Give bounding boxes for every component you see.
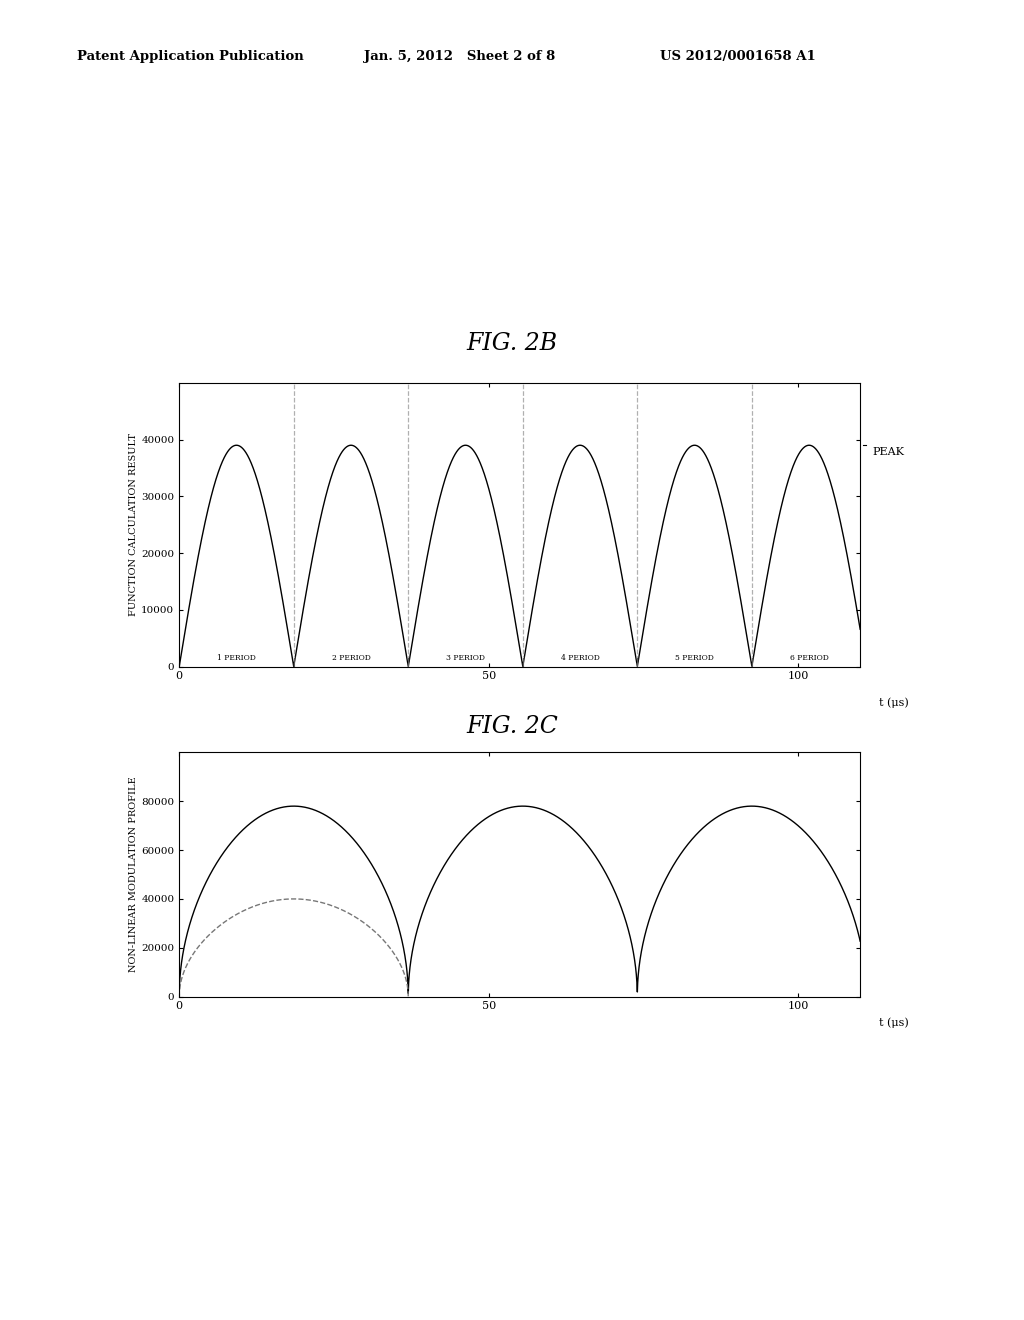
- Y-axis label: NON-LINEAR MODULATION PROFILE: NON-LINEAR MODULATION PROFILE: [129, 776, 138, 973]
- Text: 6 PERIOD: 6 PERIOD: [790, 653, 828, 663]
- Text: FIG. 2C: FIG. 2C: [466, 714, 558, 738]
- Text: US 2012/0001658 A1: US 2012/0001658 A1: [660, 50, 816, 63]
- Text: 1 PERIOD: 1 PERIOD: [217, 653, 256, 663]
- Text: PEAK: PEAK: [872, 447, 904, 457]
- Text: 3 PERIOD: 3 PERIOD: [446, 653, 485, 663]
- Y-axis label: FUNCTION CALCULATION RESULT: FUNCTION CALCULATION RESULT: [129, 433, 138, 616]
- Text: FIG. 2B: FIG. 2B: [467, 331, 557, 355]
- Text: Jan. 5, 2012   Sheet 2 of 8: Jan. 5, 2012 Sheet 2 of 8: [364, 50, 555, 63]
- Text: 5 PERIOD: 5 PERIOD: [675, 653, 714, 663]
- Text: t (μs): t (μs): [879, 698, 908, 709]
- Text: Patent Application Publication: Patent Application Publication: [77, 50, 303, 63]
- Text: 4 PERIOD: 4 PERIOD: [560, 653, 599, 663]
- Text: t (μs): t (μs): [879, 1018, 908, 1028]
- Text: 2 PERIOD: 2 PERIOD: [332, 653, 371, 663]
